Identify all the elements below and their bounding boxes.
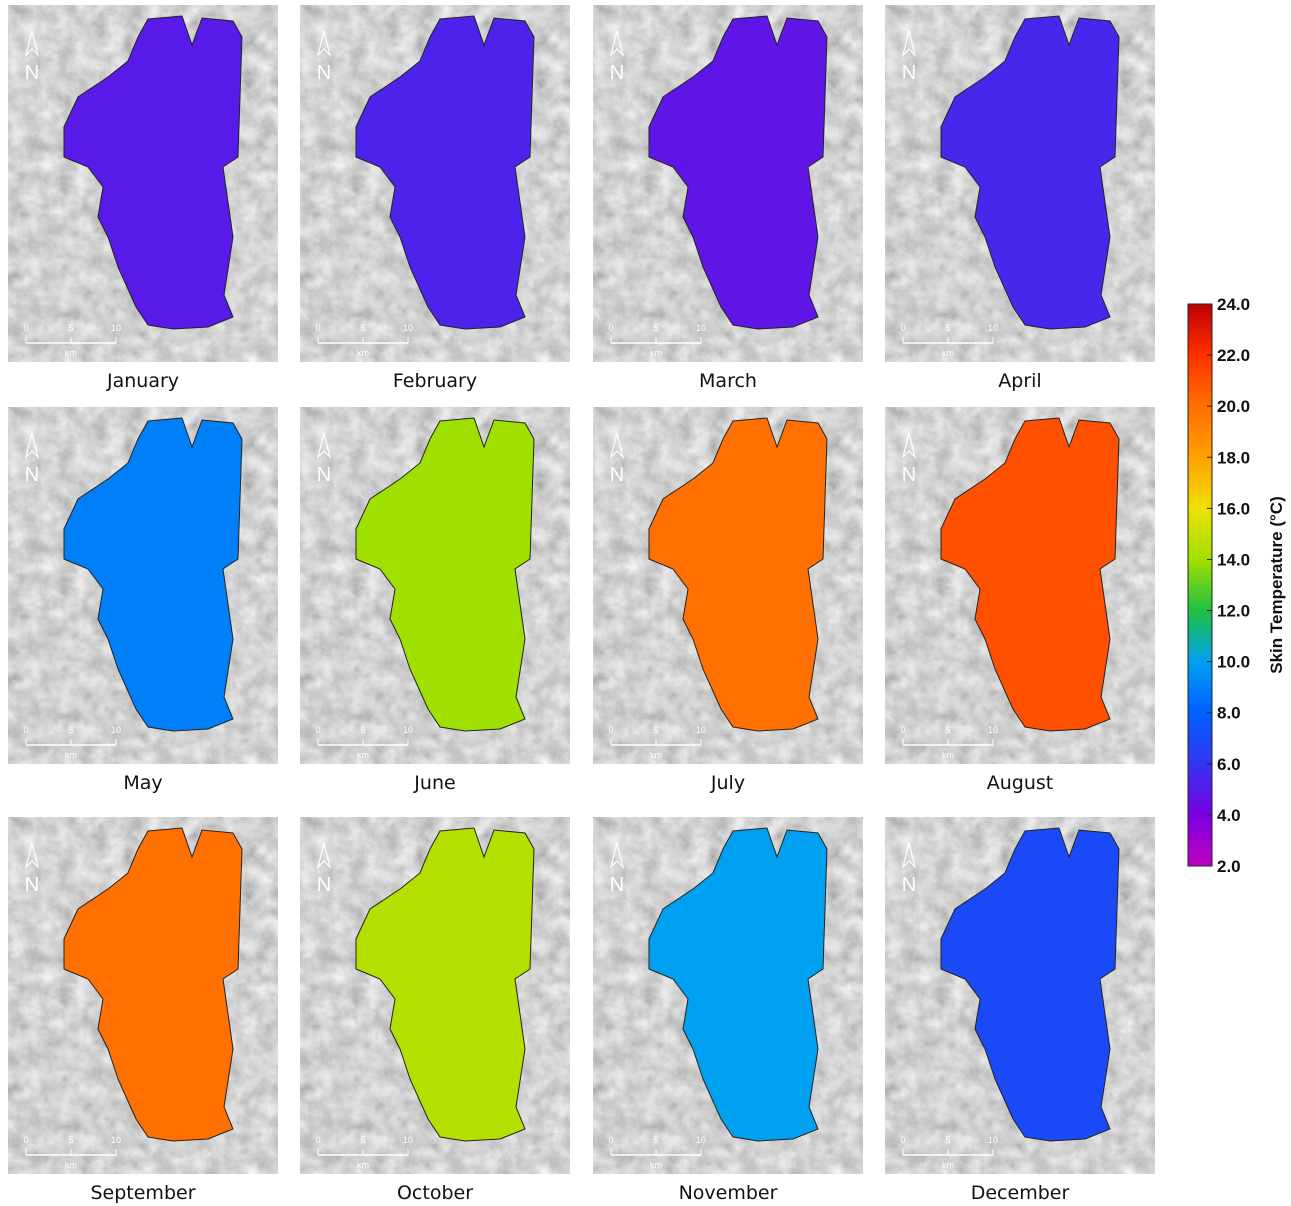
scale-unit: km <box>357 1160 369 1170</box>
scale-label: 10 <box>403 725 413 735</box>
scale-label: 5 <box>68 725 73 735</box>
scale-label: 10 <box>988 323 998 333</box>
figure: N 0 5 10 km January N 0 5 10 km February N 0 5 10 km Marc… <box>0 0 1291 1206</box>
scale-unit: km <box>65 348 77 358</box>
scale-label: 5 <box>653 323 658 333</box>
colorbar-tick-label: 2.0 <box>1217 857 1241 876</box>
scale-label: 10 <box>696 1135 706 1145</box>
north-label: N <box>902 62 916 84</box>
scale-label: 0 <box>608 323 613 333</box>
map-panel: N 0 5 10 km <box>8 5 278 362</box>
north-label: N <box>610 62 624 84</box>
colorbar-tick-label: 24.0 <box>1217 295 1250 314</box>
scale-label: 5 <box>653 725 658 735</box>
panel-label: January <box>106 370 179 392</box>
panel-label: March <box>699 370 757 392</box>
scale-unit: km <box>357 348 369 358</box>
scale-label: 10 <box>696 323 706 333</box>
scale-label: 5 <box>653 1135 658 1145</box>
colorbar <box>1188 304 1212 866</box>
scale-label: 0 <box>608 1135 613 1145</box>
scale-label: 5 <box>945 1135 950 1145</box>
north-label: N <box>902 874 916 896</box>
map-panel: N 0 5 10 km <box>593 5 863 362</box>
scale-label: 0 <box>900 323 905 333</box>
map-panel: N 0 5 10 km <box>885 5 1155 362</box>
colorbar-tick-label: 20.0 <box>1217 397 1250 416</box>
scale-unit: km <box>65 750 77 760</box>
north-label: N <box>25 874 39 896</box>
scale-label: 5 <box>360 725 365 735</box>
map-panel: N 0 5 10 km <box>593 817 863 1174</box>
scale-label: 0 <box>900 725 905 735</box>
scale-label: 5 <box>945 323 950 333</box>
scale-label: 10 <box>403 323 413 333</box>
map-panel: N 0 5 10 km <box>885 817 1155 1174</box>
north-label: N <box>25 62 39 84</box>
map-panel: N 0 5 10 km <box>885 407 1155 764</box>
scale-label: 0 <box>315 1135 320 1145</box>
scale-label: 5 <box>68 1135 73 1145</box>
north-label: N <box>317 62 331 84</box>
map-panel: N 0 5 10 km <box>593 407 863 764</box>
scale-unit: km <box>650 750 662 760</box>
north-label: N <box>317 874 331 896</box>
scale-label: 5 <box>945 725 950 735</box>
panel-label: May <box>123 772 162 794</box>
panel-label: February <box>393 370 477 392</box>
scale-label: 0 <box>23 323 28 333</box>
panel-label: December <box>971 1182 1070 1204</box>
scale-unit: km <box>942 348 954 358</box>
scale-label: 10 <box>988 1135 998 1145</box>
map-panel: N 0 5 10 km <box>300 817 570 1174</box>
scale-unit: km <box>65 1160 77 1170</box>
map-panel: N 0 5 10 km <box>8 407 278 764</box>
scale-label: 0 <box>900 1135 905 1145</box>
colorbar-tick-label: 14.0 <box>1217 550 1250 569</box>
colorbar-tick-label: 6.0 <box>1217 755 1241 774</box>
panel-label: June <box>413 772 455 794</box>
panel-label: October <box>397 1182 473 1204</box>
north-label: N <box>610 874 624 896</box>
map-panel: N 0 5 10 km <box>300 407 570 764</box>
north-label: N <box>610 464 624 486</box>
scale-label: 0 <box>315 323 320 333</box>
scale-label: 0 <box>608 725 613 735</box>
scale-label: 10 <box>403 1135 413 1145</box>
scale-label: 0 <box>23 725 28 735</box>
scale-label: 5 <box>68 323 73 333</box>
colorbar-tick-label: 8.0 <box>1217 704 1241 723</box>
colorbar-tick-label: 22.0 <box>1217 346 1250 365</box>
colorbar-tick-label: 12.0 <box>1217 602 1250 621</box>
scale-unit: km <box>650 348 662 358</box>
north-label: N <box>902 464 916 486</box>
scale-label: 5 <box>360 323 365 333</box>
colorbar-tick-label: 18.0 <box>1217 448 1250 467</box>
colorbar-tick-label: 16.0 <box>1217 499 1250 518</box>
panel-label: September <box>90 1182 195 1204</box>
map-panel: N 0 5 10 km <box>300 5 570 362</box>
panel-label: November <box>679 1182 778 1204</box>
scale-label: 10 <box>696 725 706 735</box>
panel-label: April <box>998 370 1041 392</box>
colorbar-title: Skin Temperature (°C) <box>1267 496 1286 673</box>
colorbar-tick-label: 4.0 <box>1217 806 1241 825</box>
scale-unit: km <box>942 1160 954 1170</box>
scale-label: 0 <box>23 1135 28 1145</box>
scale-label: 10 <box>111 323 121 333</box>
panel-label: August <box>987 772 1054 794</box>
scale-unit: km <box>942 750 954 760</box>
scale-unit: km <box>650 1160 662 1170</box>
map-panel: N 0 5 10 km <box>8 817 278 1174</box>
scale-label: 10 <box>111 725 121 735</box>
scale-label: 0 <box>315 725 320 735</box>
scale-label: 5 <box>360 1135 365 1145</box>
colorbar-tick-label: 10.0 <box>1217 653 1250 672</box>
scale-label: 10 <box>111 1135 121 1145</box>
scale-label: 10 <box>988 725 998 735</box>
north-label: N <box>25 464 39 486</box>
scale-unit: km <box>357 750 369 760</box>
north-label: N <box>317 464 331 486</box>
panel-label: July <box>710 772 745 794</box>
